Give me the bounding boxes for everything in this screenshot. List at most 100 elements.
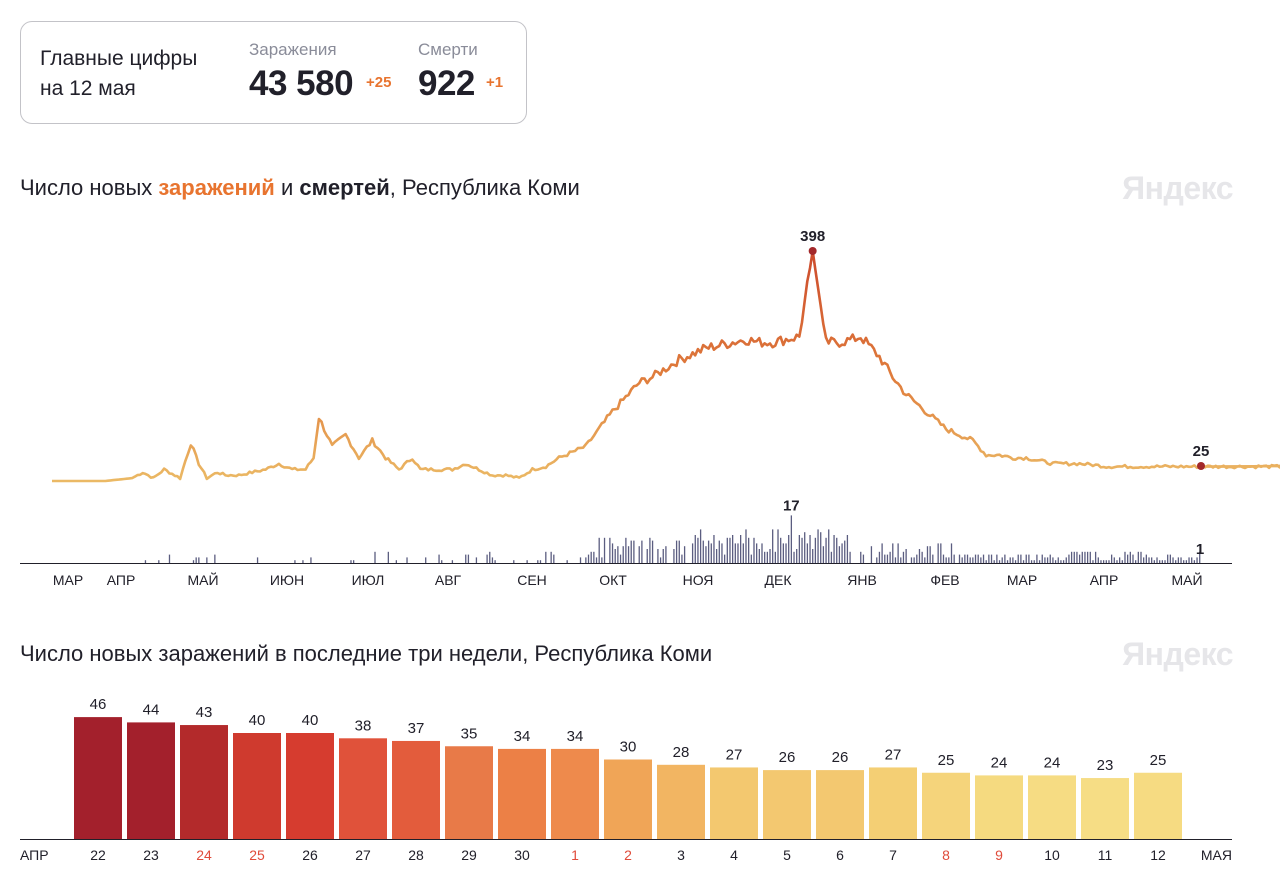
death-bar xyxy=(849,551,851,563)
death-bar xyxy=(1073,551,1075,563)
summary-heading: Главные цифры на 12 мая xyxy=(40,44,197,104)
death-bar xyxy=(876,557,878,563)
death-bar xyxy=(662,549,664,563)
death-bar xyxy=(553,554,555,563)
death-bar xyxy=(1188,557,1190,563)
death-bar xyxy=(1070,551,1073,563)
death-bar xyxy=(387,551,389,563)
death-bar xyxy=(310,557,312,563)
death-bar xyxy=(1196,557,1198,563)
death-bar xyxy=(777,529,779,563)
death-bar xyxy=(715,549,718,563)
death-bar xyxy=(1084,551,1086,563)
death-bar xyxy=(721,543,723,563)
death-bar xyxy=(395,560,397,563)
death-bar xyxy=(1124,551,1126,563)
death-bar xyxy=(198,557,200,563)
death-bar xyxy=(961,557,963,563)
death-bar xyxy=(916,554,918,563)
death-bar xyxy=(566,560,568,563)
death-bar xyxy=(830,551,833,563)
bar xyxy=(339,738,387,839)
infections-value: 43 580 xyxy=(249,64,354,103)
death-bar xyxy=(1054,560,1057,563)
bar xyxy=(445,746,493,839)
day-tick-label: 10 xyxy=(1044,847,1060,863)
death-bar xyxy=(825,537,827,563)
death-bar xyxy=(806,543,809,563)
death-bar xyxy=(622,546,624,563)
death-bar xyxy=(214,554,216,563)
death-bar xyxy=(801,537,803,563)
death-bar xyxy=(950,543,953,563)
death-bar xyxy=(993,560,995,563)
infections-label: Заражения xyxy=(249,40,337,59)
day-tick-label: 8 xyxy=(942,847,950,863)
death-bar xyxy=(828,529,830,563)
death-bar xyxy=(772,529,774,563)
death-bar xyxy=(350,560,352,563)
death-bar xyxy=(788,535,790,563)
death-bar xyxy=(1148,557,1150,563)
bar xyxy=(975,775,1023,839)
death-bar xyxy=(761,543,763,563)
death-bar xyxy=(972,557,974,563)
death-bar xyxy=(1014,560,1017,563)
death-bar xyxy=(731,535,734,563)
death-bar xyxy=(1038,560,1041,563)
death-bar xyxy=(753,537,755,563)
bar-value-label: 24 xyxy=(1044,754,1061,771)
bar-value-label: 35 xyxy=(461,725,478,742)
death-bar xyxy=(1052,557,1054,563)
death-bar xyxy=(168,554,171,563)
death-bar xyxy=(921,551,923,563)
death-bar xyxy=(1057,557,1059,563)
death-bar xyxy=(884,554,886,563)
death-bar xyxy=(1161,560,1163,563)
death-bar xyxy=(764,551,766,563)
bar xyxy=(127,722,175,839)
death-bar xyxy=(793,551,795,563)
death-bar xyxy=(932,554,934,563)
day-tick-label: 3 xyxy=(677,847,685,863)
death-bar xyxy=(1153,560,1155,563)
death-bar xyxy=(1199,551,1201,563)
death-bar xyxy=(929,546,931,563)
death-bar xyxy=(609,537,611,563)
death-bar xyxy=(982,554,985,563)
bar xyxy=(604,759,652,839)
death-bar xyxy=(964,554,966,563)
death-bar xyxy=(1116,560,1118,563)
bar-value-label: 25 xyxy=(1150,752,1167,769)
death-bar xyxy=(707,540,710,563)
death-bar xyxy=(1193,560,1196,563)
death-bar xyxy=(702,540,704,563)
death-bar xyxy=(513,560,515,563)
day-tick-label: 24 xyxy=(196,847,212,863)
death-bar xyxy=(713,535,715,563)
deaths-value: 922 xyxy=(418,64,475,103)
death-bar xyxy=(1004,554,1006,563)
death-bar xyxy=(1033,560,1035,563)
death-bar xyxy=(1191,557,1193,563)
death-bar xyxy=(838,546,841,563)
death-bar xyxy=(681,554,683,563)
axis-end-month: МАЯ xyxy=(1201,847,1232,863)
death-bar xyxy=(988,554,990,563)
death-bar xyxy=(985,560,987,563)
main-line-chart: 398 25 17 1 МАР АПР МАЙ ИЮН ИЮЛ АВГ СЕН ОКТ НОЯ ДЕК ЯН… xyxy=(20,228,1280,588)
death-bar xyxy=(780,537,782,563)
death-bar xyxy=(1127,554,1129,563)
death-bar xyxy=(1076,551,1078,563)
death-bar xyxy=(726,537,728,563)
day-tick-label: 25 xyxy=(249,847,265,863)
death-bar xyxy=(1044,557,1046,563)
death-bar xyxy=(814,537,817,563)
death-bar xyxy=(910,557,913,563)
death-bar xyxy=(1113,557,1115,563)
death-bar xyxy=(1100,560,1102,563)
month-tick-label: МАР xyxy=(1007,572,1037,588)
death-bar xyxy=(144,560,147,563)
death-bar xyxy=(158,560,160,563)
yandex-watermark: Яндекс xyxy=(1122,170,1233,206)
